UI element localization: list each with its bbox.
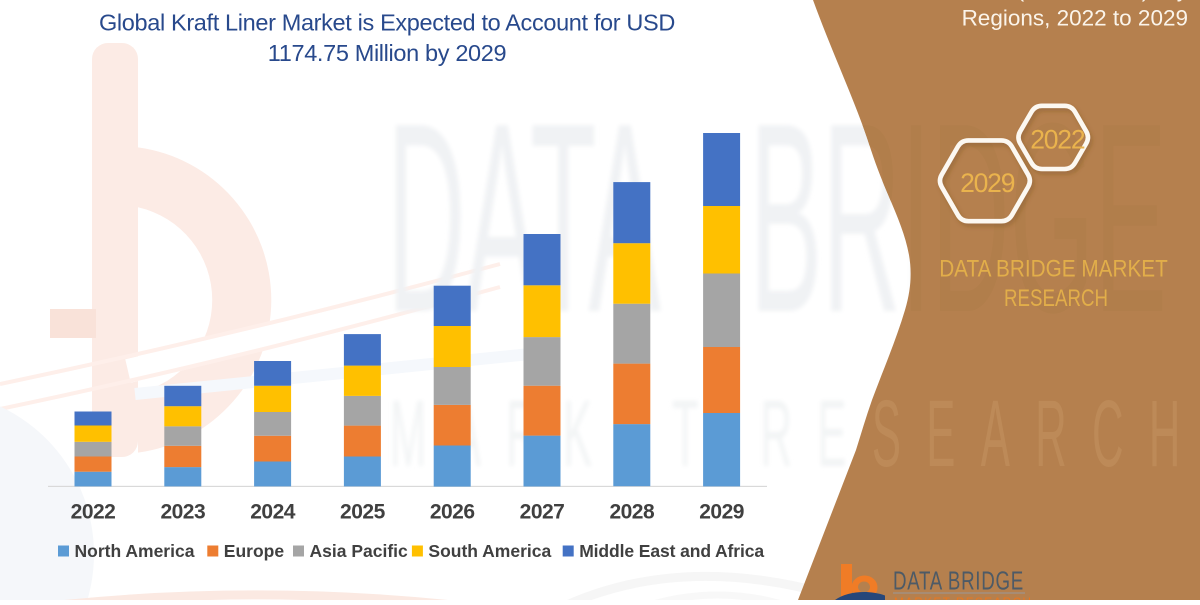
svg-text:MARKET RESEARCH: MARKET RESEARCH xyxy=(894,595,1032,600)
svg-text:Regions, 2022 to 2029: Regions, 2022 to 2029 xyxy=(962,6,1188,31)
svg-text:2025: 2025 xyxy=(340,501,386,524)
svg-text:North America: North America xyxy=(75,541,195,561)
svg-text:South America: South America xyxy=(428,541,551,561)
svg-text:2027: 2027 xyxy=(520,501,565,524)
svg-text:RESEARCH: RESEARCH xyxy=(1004,285,1108,312)
svg-text:DATA BRIDGE MARKET: DATA BRIDGE MARKET xyxy=(939,255,1168,282)
svg-text:Asia Pacific: Asia Pacific xyxy=(310,541,409,561)
svg-text:1174.75 Million by 2029: 1174.75 Million by 2029 xyxy=(268,40,506,66)
svg-text:2022: 2022 xyxy=(1030,125,1085,155)
svg-text:Middle East and Africa: Middle East and Africa xyxy=(579,541,764,561)
svg-text:DATA BRIDGE: DATA BRIDGE xyxy=(893,565,1024,595)
svg-text:2024: 2024 xyxy=(250,501,296,524)
svg-text:Global Kraft Liner Market is E: Global Kraft Liner Market is Expected to… xyxy=(99,10,675,36)
svg-text:2029: 2029 xyxy=(960,168,1015,198)
svg-text:2022: 2022 xyxy=(71,501,116,524)
svg-text:Market Value (USD Million), By: Market Value (USD Million), By xyxy=(880,0,1189,2)
svg-text:2028: 2028 xyxy=(609,501,655,524)
svg-text:2023: 2023 xyxy=(160,501,205,524)
svg-text:2026: 2026 xyxy=(430,501,475,524)
svg-text:2029: 2029 xyxy=(699,501,744,524)
svg-text:Europe: Europe xyxy=(224,541,285,561)
